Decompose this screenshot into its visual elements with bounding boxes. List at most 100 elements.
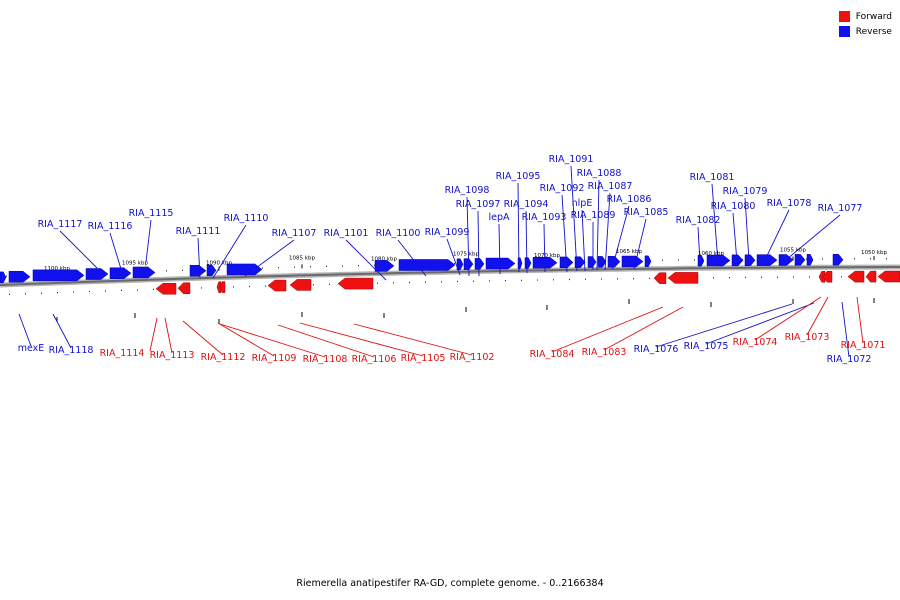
reverse-label-line <box>18 313 32 347</box>
gene-label-ria-1078: RIA_1078 <box>767 198 812 209</box>
tick-mark-minor <box>249 285 250 288</box>
reverse-label-lines <box>18 165 850 358</box>
tick-mark-minor <box>870 258 871 260</box>
tick-mark-minor <box>809 276 810 278</box>
reverse-gene <box>607 256 621 268</box>
reverse-gene <box>85 268 109 280</box>
tick-mark-minor <box>201 287 202 289</box>
tick-mark-minor <box>761 276 762 278</box>
gene-label-ria-1074: RIA_1074 <box>733 337 778 348</box>
tick-label: 1050 kbp <box>861 250 887 256</box>
forward-label-line <box>603 306 684 351</box>
reverse-gene-labels: RIA_1117 RIA_1116 RIA_1115RIA_1111RIA_1110… <box>18 154 872 365</box>
tick-mark-minor <box>729 276 730 279</box>
reverse-gene <box>587 256 597 268</box>
forward-label-line <box>149 317 158 352</box>
reverse-label-line <box>570 165 578 272</box>
reverse-genes <box>0 253 844 284</box>
tick-mark-minor <box>358 265 359 267</box>
gene-label-ria-1087: RIA_1087 <box>588 181 633 192</box>
gene-label-ria-1106: RIA_1106 <box>352 354 397 365</box>
forward-label-line <box>299 322 424 357</box>
genome-backbone <box>0 264 900 288</box>
reverse-gene <box>0 271 7 284</box>
gene-label-mexe: mexE <box>18 343 45 354</box>
reverse-gene <box>706 254 731 267</box>
tick-mark-minor <box>454 262 455 265</box>
forward-gene <box>267 279 287 292</box>
tick-mark-minor <box>374 264 375 266</box>
tick-mark-minor <box>742 258 743 261</box>
tick-mark-minor <box>233 286 234 288</box>
tick-mark-minor <box>806 258 807 260</box>
reverse-gene <box>132 266 156 279</box>
forward-gene <box>653 272 667 284</box>
tick-mark-minor <box>694 259 695 261</box>
forward-gene <box>155 283 177 295</box>
gene-label-ria-1101: RIA_1101 <box>324 228 369 239</box>
gene-label-ria-1088: RIA_1088 <box>577 168 622 179</box>
tick-mark-minor <box>489 280 490 282</box>
tick-mark-minor <box>153 288 154 290</box>
tick-mark-minor <box>9 293 10 295</box>
gene-label-ria-1107: RIA_1107 <box>272 228 317 239</box>
reverse-label-line <box>145 219 152 263</box>
forward-gene <box>289 279 312 291</box>
reverse-label-line <box>744 197 750 262</box>
reverse-label-line <box>711 183 719 264</box>
reverse-label-line <box>109 232 122 270</box>
gene-label-ria-1083: RIA_1083 <box>582 347 627 358</box>
forward-label-line <box>277 324 375 358</box>
reverse-label-line <box>786 214 841 260</box>
gene-label-ria-1111: RIA_1111 <box>176 226 221 237</box>
tick-mark-minor <box>393 282 394 284</box>
tick-mark-minor <box>6 275 7 277</box>
reverse-gene <box>485 257 516 270</box>
reverse-gene <box>744 254 756 267</box>
gene-label-ria-1079: RIA_1079 <box>723 186 768 197</box>
reverse-label-line <box>212 224 247 279</box>
tick-mark-minor <box>278 267 279 269</box>
reverse-gene <box>697 254 705 267</box>
reverse-gene <box>756 254 778 266</box>
forward-gene <box>177 282 191 294</box>
tick-label: 1085 kbp <box>289 255 315 261</box>
gene-label-ria-1110: RIA_1110 <box>224 213 269 224</box>
tick-mark-minor <box>649 277 650 280</box>
tick-mark-minor <box>182 269 183 271</box>
tick-mark-minor <box>777 276 778 278</box>
tick-mark-minor <box>265 285 266 287</box>
gene-label-ria-1118: RIA_1118 <box>49 345 94 356</box>
tick-mark-minor <box>886 258 887 260</box>
tick-mark-minor <box>441 281 442 283</box>
forward-label-line <box>217 322 275 357</box>
forward-genes <box>155 270 900 295</box>
reverse-gene <box>574 256 586 268</box>
reverse-gene <box>32 269 85 282</box>
reverse-label-line <box>655 303 793 348</box>
gene-label-ria-1117: RIA_1117 <box>38 219 83 230</box>
reverse-label-line <box>604 192 611 271</box>
tick-mark-minor <box>121 289 122 292</box>
forward-label-line <box>182 320 224 356</box>
tick-mark-minor <box>745 276 746 279</box>
gene-label-ria-1098: RIA_1098 <box>445 185 490 196</box>
forward-label-line <box>219 323 326 358</box>
gene-label-ria-1115: RIA_1115 <box>129 208 174 219</box>
tick-mark-minor <box>313 284 314 286</box>
tick-mark-minor <box>822 258 823 260</box>
legend-forward-label: Forward <box>855 11 892 22</box>
reverse-label-line <box>52 313 72 349</box>
tick-label: 1100 kbp <box>44 266 70 272</box>
tick-label: 1090 kbp <box>206 261 232 267</box>
forward-swatch <box>838 11 850 22</box>
gene-label-ria-1071: RIA_1071 <box>841 340 886 351</box>
gene-label-ria-1116: RIA_1116 <box>88 221 133 232</box>
legend: Forward Reverse <box>838 9 892 39</box>
reverse-gene <box>778 254 794 266</box>
reverse-gene <box>226 263 263 276</box>
tick-mark-minor <box>262 267 263 269</box>
reverse-label-line <box>732 212 738 263</box>
tick-mark-minor <box>841 276 842 278</box>
gene-label-ria-1089: RIA_1089 <box>571 210 616 221</box>
